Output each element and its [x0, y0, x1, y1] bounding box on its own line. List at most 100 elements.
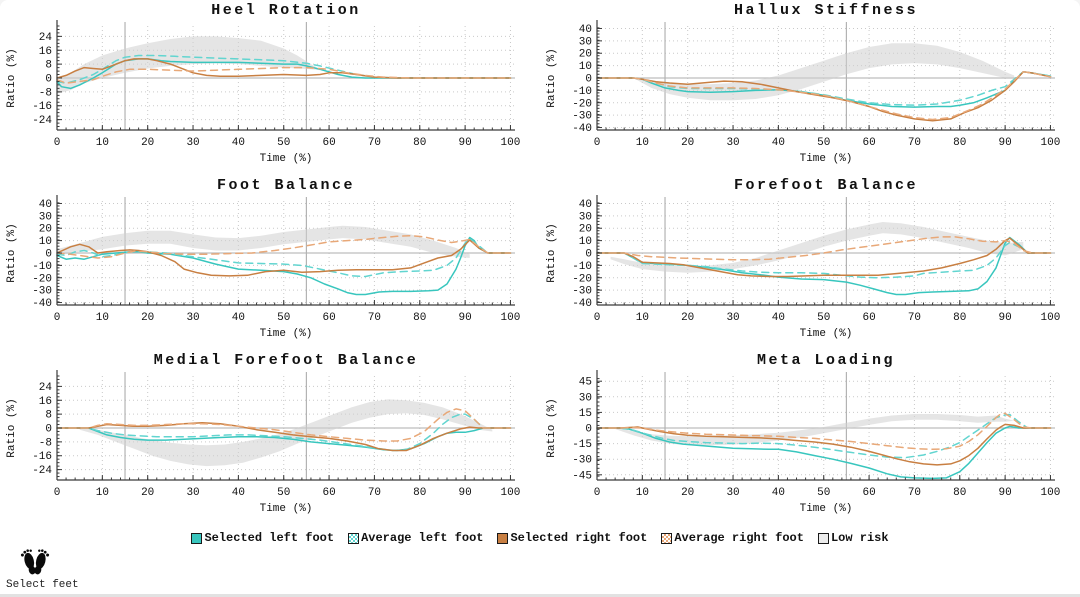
series-average-right-foot: [56, 234, 512, 259]
x-axis-label: Time (%): [800, 328, 853, 340]
svg-text:70: 70: [908, 487, 921, 499]
svg-text:20: 20: [681, 312, 694, 324]
svg-text:70: 70: [908, 137, 921, 149]
svg-text:100: 100: [501, 137, 521, 149]
svg-text:20: 20: [681, 137, 694, 149]
series-average-left-foot: [56, 413, 512, 452]
svg-text:30: 30: [186, 487, 199, 499]
chart-medial-forefoot-balance: Medial Forefoot Balance -24 -16 -8 0 8 16 24 0 10…: [0, 350, 540, 525]
svg-text:10: 10: [579, 61, 592, 73]
series-selected-left-foot: [56, 58, 512, 90]
legend-swatch: [191, 532, 203, 544]
legend-label: Average left foot: [361, 531, 484, 545]
series-selected-right-foot: [56, 239, 512, 277]
series-average-right-foot: [596, 71, 1052, 121]
svg-text:40: 40: [232, 137, 245, 149]
svg-text:20: 20: [681, 487, 694, 499]
svg-text:100: 100: [1041, 487, 1061, 499]
svg-text:-10: -10: [572, 86, 592, 98]
series-selected-right-foot: [56, 422, 512, 452]
svg-text:60: 60: [322, 487, 335, 499]
svg-text:30: 30: [579, 211, 592, 223]
svg-text:8: 8: [45, 60, 52, 72]
series-average-left-foot: [56, 238, 512, 278]
legend-item-selected-left-foot: Selected left foot: [191, 531, 334, 545]
chart-forefoot-balance: Forefoot Balance -40 -30 -20 -10 0 10 20 30 40 0 10…: [540, 175, 1080, 350]
ticks: [596, 202, 1051, 305]
y-axis-label: Ratio (%): [6, 223, 18, 282]
y-axis-label: Ratio (%): [546, 48, 558, 107]
svg-text:20: 20: [579, 49, 592, 61]
legend-swatch: [661, 532, 673, 544]
svg-text:-40: -40: [572, 298, 592, 310]
svg-text:-20: -20: [32, 273, 52, 285]
ticks: [596, 378, 1051, 480]
svg-text:0: 0: [585, 424, 592, 436]
ticks: [596, 27, 1051, 130]
svg-text:-8: -8: [39, 437, 52, 449]
low-risk-band: [610, 222, 1024, 273]
svg-text:30: 30: [726, 312, 739, 324]
svg-text:10: 10: [39, 236, 52, 248]
svg-text:-45: -45: [572, 470, 592, 482]
select-feet-button[interactable]: Select feet: [6, 545, 79, 591]
svg-text:16: 16: [39, 46, 52, 58]
svg-text:-30: -30: [32, 286, 52, 298]
svg-text:100: 100: [501, 312, 521, 324]
chart-meta-loading-canvas: Meta Loading -45 -30 -15 0 15 30 45 0 10 20 30 40 50 6…: [546, 352, 1061, 515]
svg-text:-40: -40: [572, 123, 592, 135]
x-axis-label: Time (%): [260, 503, 313, 515]
low-risk-band: [57, 225, 470, 258]
series-selected-left-foot: [56, 236, 512, 296]
feet-icon: [20, 549, 50, 575]
svg-text:40: 40: [232, 312, 245, 324]
svg-text:50: 50: [817, 487, 830, 499]
charts-grid: Heel Rotation -24 -16 -8 0 8 16 24 0 10 20 30 40 50 60…: [0, 0, 1080, 525]
ticks: [56, 375, 511, 480]
series-average-left-foot: [596, 241, 1052, 279]
svg-text:100: 100: [501, 487, 521, 499]
svg-text:80: 80: [953, 487, 966, 499]
svg-text:90: 90: [999, 137, 1012, 149]
legend-item-low-risk: Low risk: [817, 531, 889, 545]
series-average-right-foot: [56, 408, 512, 442]
low-risk-band: [633, 43, 1015, 101]
x-axis-label: Time (%): [800, 503, 853, 515]
svg-text:20: 20: [141, 312, 154, 324]
chart-title: Heel Rotation: [211, 2, 361, 19]
svg-text:10: 10: [636, 312, 649, 324]
select-feet-label: Select feet: [6, 579, 79, 591]
series-selected-right-foot: [596, 237, 1052, 278]
svg-text:30: 30: [726, 487, 739, 499]
chart-title: Medial Forefoot Balance: [154, 352, 419, 369]
svg-text:-24: -24: [32, 465, 52, 477]
svg-text:30: 30: [726, 137, 739, 149]
chart-hallux-stiffness: Hallux Stiffness -40 -30 -20 -10 0 10 20 30 40 0 10…: [540, 0, 1080, 175]
svg-text:90: 90: [459, 312, 472, 324]
svg-text:10: 10: [636, 137, 649, 149]
svg-text:70: 70: [368, 487, 381, 499]
svg-text:-8: -8: [39, 87, 52, 99]
svg-text:10: 10: [96, 137, 109, 149]
low-risk-band: [57, 36, 320, 94]
svg-text:-15: -15: [572, 439, 592, 451]
svg-text:-20: -20: [572, 273, 592, 285]
svg-text:100: 100: [1041, 312, 1061, 324]
series-average-right-foot: [596, 412, 1052, 451]
svg-text:45: 45: [579, 377, 592, 389]
y-axis-label: Ratio (%): [6, 48, 18, 107]
y-axis-label: Ratio (%): [546, 223, 558, 282]
svg-text:60: 60: [862, 487, 875, 499]
chart-title: Hallux Stiffness: [734, 2, 918, 19]
low-risk-band: [615, 414, 1015, 446]
legend-item-average-right-foot: Average right foot: [661, 531, 804, 545]
svg-text:30: 30: [186, 312, 199, 324]
legend-label: Average right foot: [674, 531, 804, 545]
svg-text:70: 70: [368, 312, 381, 324]
legend-label: Selected left foot: [204, 531, 335, 545]
